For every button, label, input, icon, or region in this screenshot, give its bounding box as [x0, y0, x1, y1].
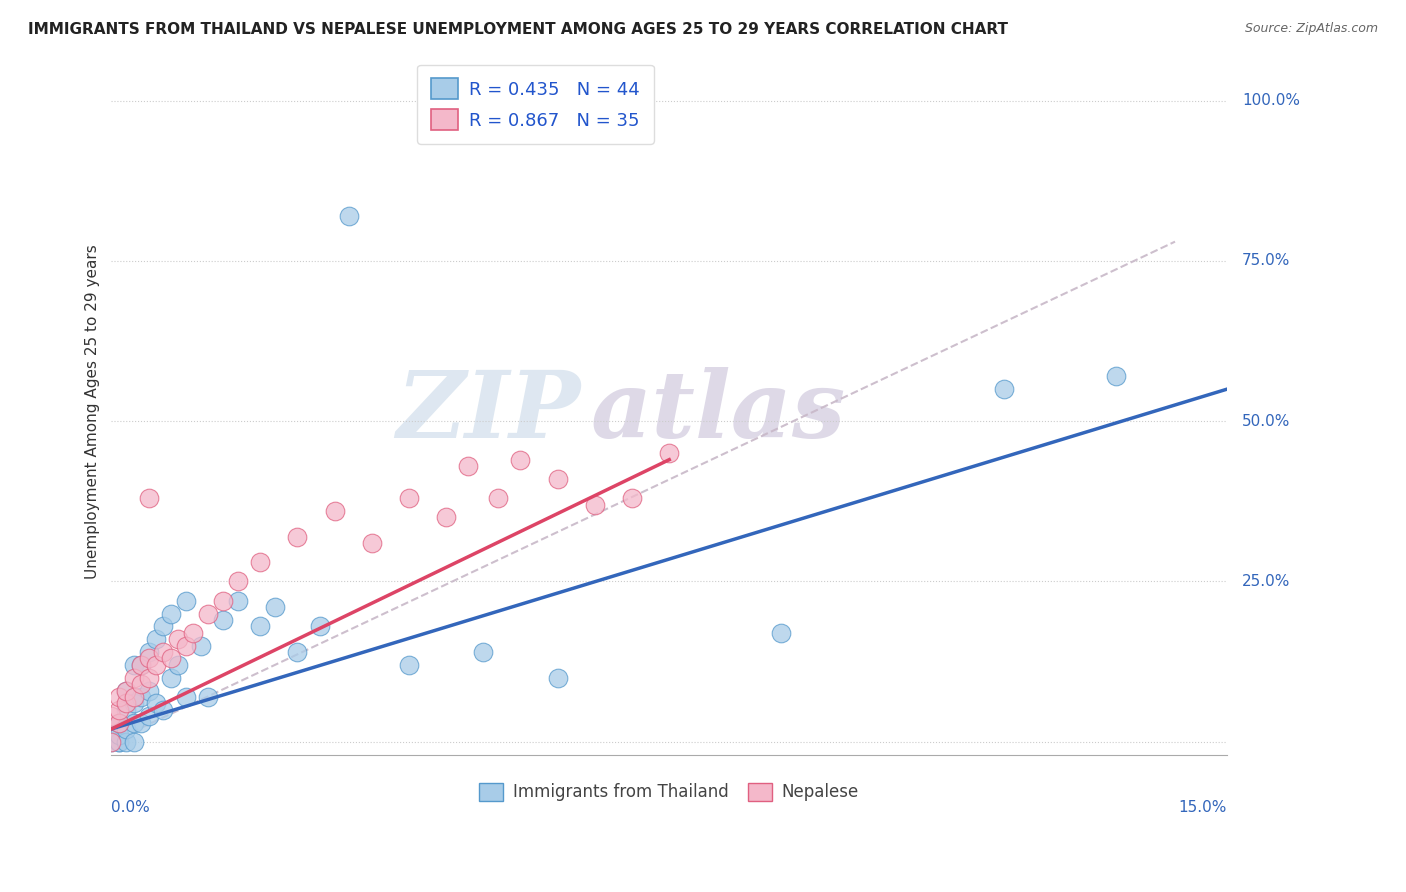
Point	[108, 715, 131, 730]
Point	[323, 504, 346, 518]
Point	[197, 607, 219, 621]
Point	[285, 530, 308, 544]
Point	[145, 696, 167, 710]
Point	[167, 632, 190, 647]
Point	[129, 715, 152, 730]
Point	[122, 657, 145, 672]
Text: ZIP: ZIP	[395, 367, 581, 457]
Point	[174, 593, 197, 607]
Point	[249, 619, 271, 633]
Point	[509, 452, 531, 467]
Point	[621, 491, 644, 505]
Point	[174, 639, 197, 653]
Point	[434, 510, 457, 524]
Text: 50.0%: 50.0%	[1241, 414, 1291, 429]
Point	[122, 735, 145, 749]
Point	[212, 613, 235, 627]
Point	[108, 715, 131, 730]
Point	[226, 574, 249, 589]
Point	[138, 645, 160, 659]
Point	[108, 735, 131, 749]
Point	[129, 657, 152, 672]
Text: Source: ZipAtlas.com: Source: ZipAtlas.com	[1244, 22, 1378, 36]
Y-axis label: Unemployment Among Ages 25 to 29 years: Unemployment Among Ages 25 to 29 years	[86, 244, 100, 579]
Point	[398, 491, 420, 505]
Text: 25.0%: 25.0%	[1241, 574, 1291, 589]
Point	[108, 703, 131, 717]
Point	[122, 715, 145, 730]
Point	[145, 632, 167, 647]
Text: 15.0%: 15.0%	[1178, 799, 1227, 814]
Point	[285, 645, 308, 659]
Legend: Immigrants from Thailand, Nepalese: Immigrants from Thailand, Nepalese	[472, 776, 866, 808]
Point	[138, 683, 160, 698]
Point	[129, 677, 152, 691]
Point	[100, 722, 122, 736]
Point	[181, 625, 204, 640]
Point	[1104, 369, 1126, 384]
Point	[115, 722, 138, 736]
Point	[167, 657, 190, 672]
Point	[115, 683, 138, 698]
Point	[108, 728, 131, 742]
Point	[138, 651, 160, 665]
Point	[174, 690, 197, 704]
Point	[264, 600, 287, 615]
Point	[472, 645, 495, 659]
Point	[115, 703, 138, 717]
Point	[152, 619, 174, 633]
Point	[190, 639, 212, 653]
Point	[547, 472, 569, 486]
Point	[993, 382, 1015, 396]
Point	[658, 446, 681, 460]
Point	[160, 671, 183, 685]
Point	[398, 657, 420, 672]
Point	[160, 607, 183, 621]
Point	[138, 709, 160, 723]
Point	[769, 625, 792, 640]
Point	[197, 690, 219, 704]
Point	[129, 657, 152, 672]
Point	[122, 690, 145, 704]
Point	[100, 735, 122, 749]
Point	[226, 593, 249, 607]
Point	[108, 690, 131, 704]
Point	[129, 690, 152, 704]
Point	[212, 593, 235, 607]
Point	[152, 703, 174, 717]
Point	[486, 491, 509, 505]
Text: 100.0%: 100.0%	[1241, 93, 1301, 108]
Point	[138, 671, 160, 685]
Point	[115, 735, 138, 749]
Point	[115, 696, 138, 710]
Point	[100, 735, 122, 749]
Point	[100, 709, 122, 723]
Text: 0.0%: 0.0%	[111, 799, 150, 814]
Point	[339, 209, 361, 223]
Point	[152, 645, 174, 659]
Point	[547, 671, 569, 685]
Point	[457, 459, 479, 474]
Point	[160, 651, 183, 665]
Point	[145, 657, 167, 672]
Point	[122, 671, 145, 685]
Point	[308, 619, 330, 633]
Text: IMMIGRANTS FROM THAILAND VS NEPALESE UNEMPLOYMENT AMONG AGES 25 TO 29 YEARS CORR: IMMIGRANTS FROM THAILAND VS NEPALESE UNE…	[28, 22, 1008, 37]
Point	[122, 696, 145, 710]
Point	[108, 735, 131, 749]
Point	[138, 491, 160, 505]
Text: 75.0%: 75.0%	[1241, 253, 1291, 268]
Point	[249, 555, 271, 569]
Point	[583, 498, 606, 512]
Text: atlas: atlas	[591, 367, 846, 457]
Point	[360, 536, 382, 550]
Point	[115, 683, 138, 698]
